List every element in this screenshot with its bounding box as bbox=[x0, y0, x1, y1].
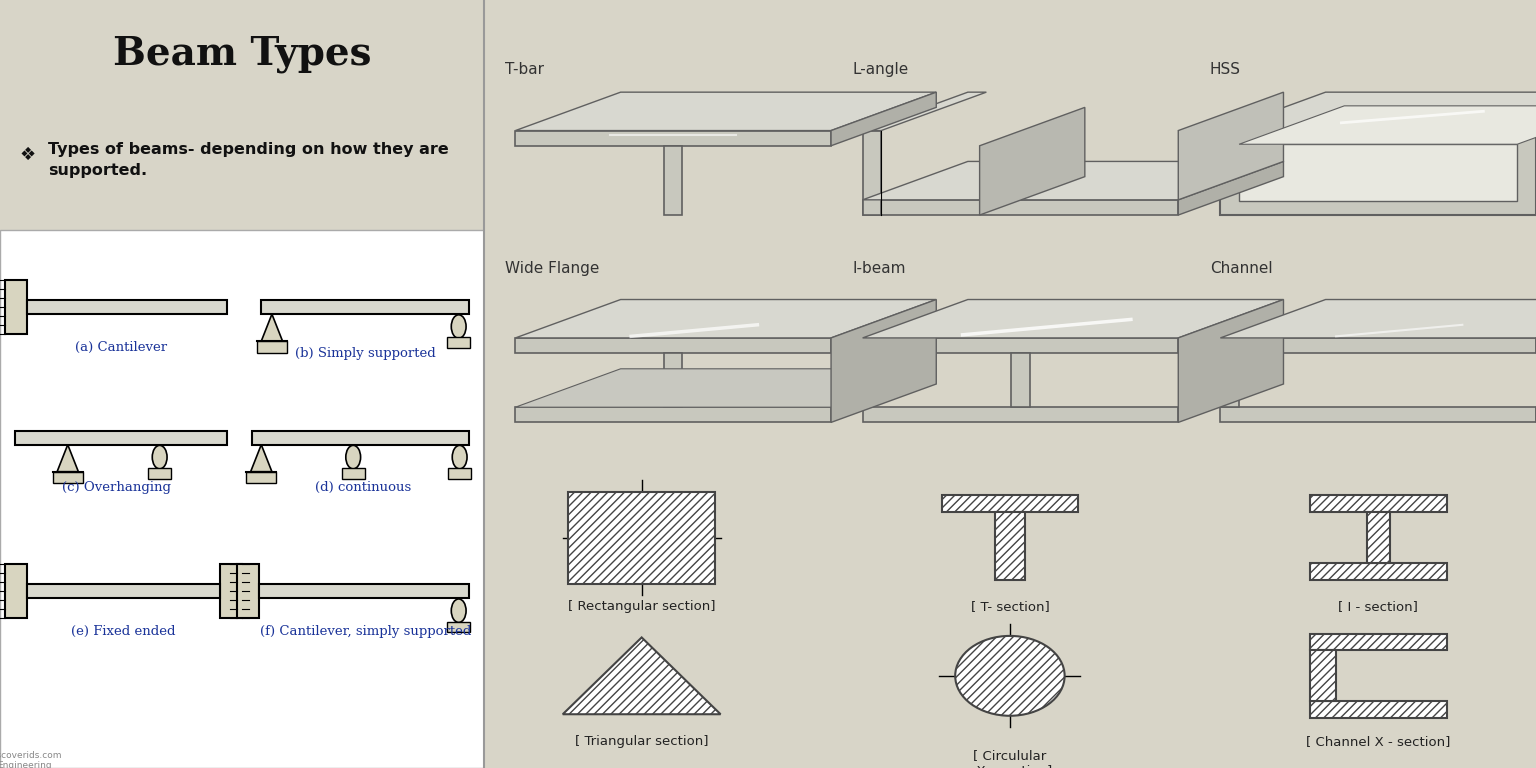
Polygon shape bbox=[516, 92, 937, 131]
Bar bbox=[261, 300, 470, 314]
Text: Types of beams- depending on how they are
supported.: Types of beams- depending on how they ar… bbox=[49, 142, 449, 178]
Bar bbox=[246, 472, 276, 483]
Polygon shape bbox=[1220, 300, 1536, 338]
Circle shape bbox=[152, 445, 167, 468]
Text: Wide Flange: Wide Flange bbox=[505, 261, 599, 276]
Circle shape bbox=[346, 445, 361, 468]
Bar bbox=[664, 146, 682, 215]
Bar bbox=[1220, 131, 1536, 215]
Text: (c) Overhanging: (c) Overhanging bbox=[61, 482, 170, 494]
Bar bbox=[26, 584, 220, 598]
Circle shape bbox=[955, 636, 1064, 716]
Polygon shape bbox=[863, 300, 1284, 338]
Bar bbox=[568, 492, 716, 584]
Circle shape bbox=[452, 445, 467, 468]
Bar bbox=[1310, 495, 1447, 512]
Bar bbox=[942, 495, 1078, 512]
Bar bbox=[1310, 650, 1336, 701]
Text: T-bar: T-bar bbox=[505, 61, 544, 77]
Polygon shape bbox=[1220, 92, 1536, 131]
Text: [ Circulular
  X - section]: [ Circulular X - section] bbox=[968, 749, 1052, 768]
FancyBboxPatch shape bbox=[0, 230, 484, 768]
Polygon shape bbox=[516, 369, 937, 407]
Bar bbox=[237, 564, 260, 618]
Bar bbox=[5, 564, 26, 618]
Bar bbox=[1310, 563, 1447, 580]
Bar bbox=[257, 341, 287, 353]
Bar bbox=[1240, 144, 1518, 201]
Bar bbox=[260, 584, 470, 598]
Text: Beam Types: Beam Types bbox=[112, 35, 372, 73]
Polygon shape bbox=[1178, 161, 1284, 215]
Text: (a) Cantilever: (a) Cantilever bbox=[75, 341, 167, 353]
Text: I-beam: I-beam bbox=[852, 261, 906, 276]
Bar bbox=[664, 353, 682, 407]
Text: (f) Cantilever, simply supported: (f) Cantilever, simply supported bbox=[260, 625, 472, 637]
Bar bbox=[1310, 634, 1447, 650]
Polygon shape bbox=[980, 108, 1084, 215]
Polygon shape bbox=[250, 445, 272, 472]
Polygon shape bbox=[562, 637, 720, 714]
Bar bbox=[863, 407, 1178, 422]
Polygon shape bbox=[863, 92, 986, 131]
Text: Discoverids.com
Engineering: Discoverids.com Engineering bbox=[0, 750, 61, 768]
Text: [ Rectangular section]: [ Rectangular section] bbox=[568, 601, 716, 613]
Polygon shape bbox=[831, 92, 937, 146]
Bar bbox=[449, 468, 472, 478]
Bar bbox=[149, 468, 170, 478]
Bar bbox=[220, 564, 243, 618]
Text: (e) Fixed ended: (e) Fixed ended bbox=[71, 625, 175, 637]
Bar bbox=[863, 131, 882, 215]
Polygon shape bbox=[1240, 106, 1536, 144]
Text: L-angle: L-angle bbox=[852, 61, 908, 77]
Bar bbox=[447, 337, 470, 348]
Bar bbox=[5, 280, 26, 334]
Bar bbox=[52, 472, 83, 483]
Circle shape bbox=[452, 599, 465, 622]
Bar bbox=[863, 200, 1178, 215]
Bar bbox=[343, 468, 364, 478]
Text: ❖: ❖ bbox=[20, 146, 35, 164]
Text: HSS: HSS bbox=[1210, 61, 1241, 77]
Bar bbox=[1011, 353, 1029, 407]
Bar bbox=[447, 621, 470, 632]
Circle shape bbox=[452, 315, 465, 338]
Text: [ I - section]: [ I - section] bbox=[1338, 601, 1418, 613]
Bar bbox=[1220, 407, 1536, 422]
Bar bbox=[995, 512, 1025, 580]
Bar bbox=[252, 431, 470, 445]
Text: Channel: Channel bbox=[1210, 261, 1272, 276]
Polygon shape bbox=[1178, 92, 1284, 200]
Polygon shape bbox=[261, 314, 283, 341]
Polygon shape bbox=[516, 300, 937, 338]
Bar bbox=[1220, 353, 1240, 407]
Polygon shape bbox=[57, 445, 78, 472]
Bar bbox=[1367, 512, 1390, 563]
Bar bbox=[516, 407, 831, 422]
Bar bbox=[26, 300, 227, 314]
Bar bbox=[14, 431, 227, 445]
Text: (d) continuous: (d) continuous bbox=[315, 482, 412, 494]
Text: [ Channel X - section]: [ Channel X - section] bbox=[1306, 735, 1450, 747]
Bar bbox=[516, 131, 831, 146]
Bar bbox=[1220, 338, 1536, 353]
Polygon shape bbox=[831, 300, 937, 422]
Polygon shape bbox=[1178, 300, 1284, 422]
Bar bbox=[863, 338, 1178, 353]
Polygon shape bbox=[863, 161, 1284, 200]
Bar bbox=[516, 338, 831, 353]
Bar bbox=[1310, 701, 1447, 718]
Text: [ T- section]: [ T- section] bbox=[971, 601, 1049, 613]
Text: (b) Simply supported: (b) Simply supported bbox=[295, 347, 436, 359]
Text: [ Triangular section]: [ Triangular section] bbox=[574, 735, 708, 747]
